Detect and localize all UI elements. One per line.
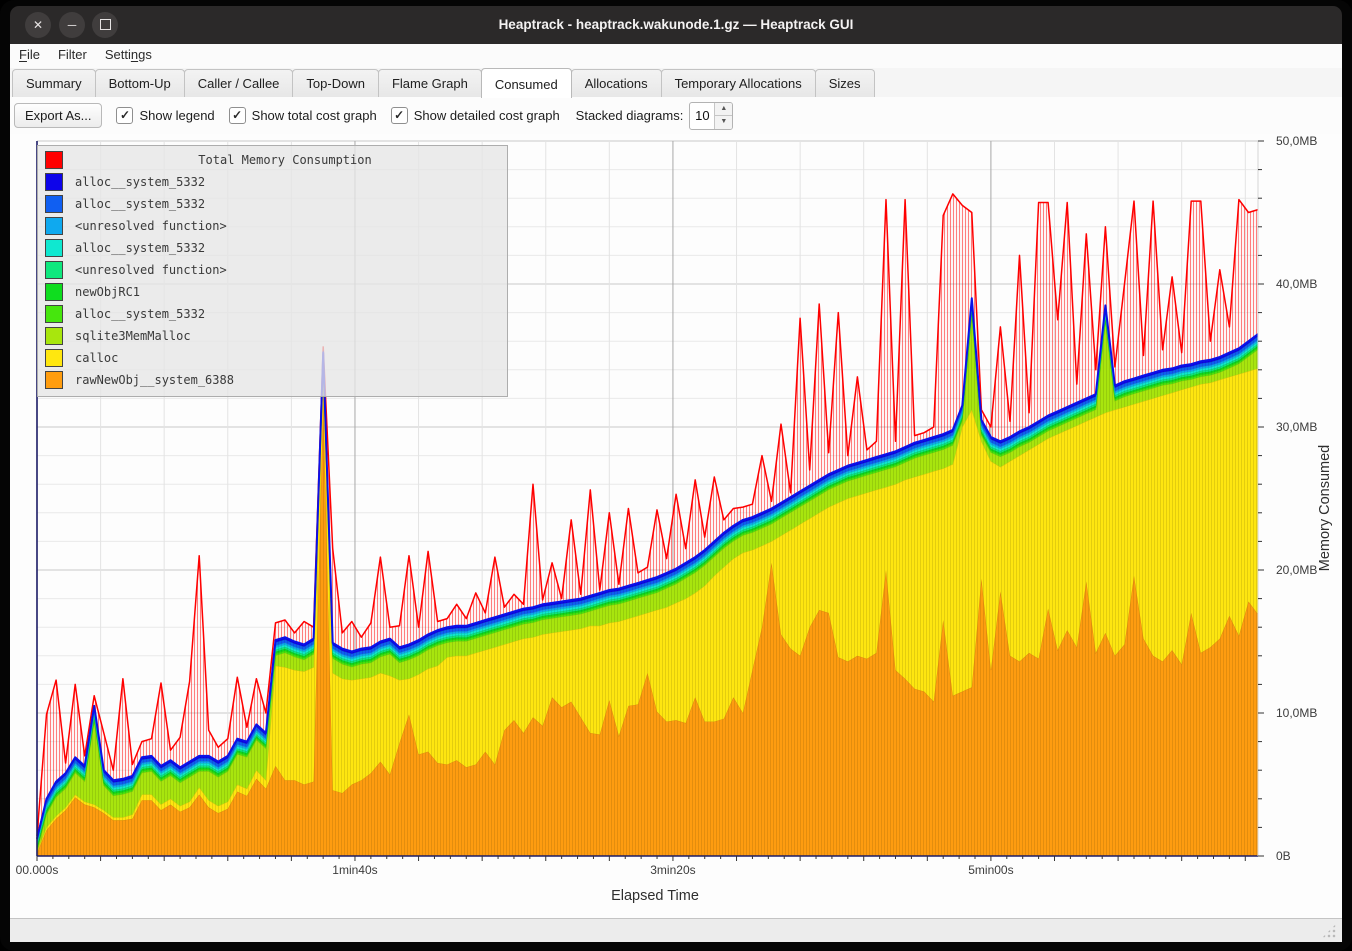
- spin-up-icon[interactable]: ▲: [720, 104, 728, 112]
- resize-grip-icon[interactable]: [1322, 924, 1336, 938]
- legend-label: alloc__system_5332: [75, 197, 206, 211]
- legend-label: rawNewObj__system_6388: [75, 373, 234, 387]
- legend-item-rawnewobj-system-6388[interactable]: rawNewObj__system_6388: [38, 369, 507, 391]
- legend-swatch: [45, 327, 63, 345]
- checkbox-show-total-cost-graph[interactable]: ✓ Show total cost graph: [228, 107, 377, 124]
- memory-consumption-plot[interactable]: [36, 140, 1276, 871]
- stacked-diagrams-label: Stacked diagrams:: [575, 108, 684, 123]
- legend-title-row[interactable]: Total Memory Consumption: [38, 149, 507, 171]
- stacked-diagrams-stepper[interactable]: 10 ▲ ▼: [689, 101, 734, 130]
- legend-label: sqlite3MemMalloc: [75, 329, 191, 343]
- chart-legend: Total Memory Consumption alloc__system_53…: [37, 145, 508, 397]
- legend-swatch: [45, 239, 63, 257]
- tab-bar: Summary Bottom-Up Caller / Callee Top-Down F…: [10, 68, 1342, 98]
- checkbox-mark-show-total-cost-graph[interactable]: ✓: [228, 107, 246, 124]
- legend-swatch: [45, 261, 63, 279]
- y-tick-label: 30,0MB: [1276, 420, 1318, 434]
- toolbar: Export As... ✓ Show legend ✓ Show total cos…: [10, 97, 1342, 134]
- checkbox-mark-show-detailed-cost-graph[interactable]: ✓: [390, 107, 408, 124]
- x-tick-label: 1min40s: [332, 863, 378, 877]
- legend-item-alloc-system-5332[interactable]: alloc__system_5332: [38, 193, 507, 215]
- legend-item-newobjrc1[interactable]: newObjRC1: [38, 281, 507, 303]
- tab-bottom-up[interactable]: Bottom-Up: [94, 69, 185, 97]
- tab-top-down[interactable]: Top-Down: [292, 69, 379, 97]
- checkbox-show-legend[interactable]: ✓ Show legend: [116, 107, 215, 124]
- x-axis-title: Elapsed Time: [611, 888, 699, 904]
- tab-flame-graph[interactable]: Flame Graph: [377, 69, 482, 97]
- title-bar: ✕ ─ Heaptrack - heaptrack.wakunode.1.gz …: [10, 6, 1342, 44]
- checkbox-label: Show detailed cost graph: [413, 108, 560, 123]
- legend-label: <unresolved function>: [75, 263, 227, 277]
- y-tick-label: 10,0MB: [1276, 706, 1318, 720]
- legend-label: Total Memory Consumption: [198, 153, 372, 167]
- menu-bar: File Filter Settings: [10, 44, 1342, 69]
- checkbox-label: Show legend: [139, 108, 215, 123]
- legend-label: alloc__system_5332: [75, 307, 206, 321]
- legend-item-alloc-system-5332[interactable]: alloc__system_5332: [38, 171, 507, 193]
- tab-consumed[interactable]: Consumed: [480, 68, 572, 98]
- y-axis-title: Memory Consumed: [1317, 444, 1333, 572]
- spin-down-icon[interactable]: ▼: [715, 115, 733, 129]
- y-tick-label: 50,0MB: [1276, 134, 1318, 148]
- legend-label: alloc__system_5332: [75, 241, 206, 255]
- y-tick-label: 40,0MB: [1276, 277, 1318, 291]
- checkbox-mark-show-legend[interactable]: ✓: [116, 107, 134, 124]
- legend-label: <unresolved function>: [75, 219, 227, 233]
- status-bar: [10, 918, 1342, 942]
- tab-strip: Summary Bottom-Up Caller / Callee Top-Down F…: [12, 68, 875, 98]
- legend-label: calloc: [75, 351, 119, 365]
- legend-swatch: [45, 349, 63, 367]
- x-tick-label: 5min00s: [968, 863, 1014, 877]
- legend-swatch: [45, 151, 63, 169]
- window-title: Heaptrack - heaptrack.wakunode.1.gz — He…: [498, 17, 854, 32]
- checkbox-show-detailed-cost-graph[interactable]: ✓ Show detailed cost graph: [390, 107, 560, 124]
- y-tick-label: 0B: [1276, 849, 1291, 863]
- checkbox-label: Show total cost graph: [251, 108, 377, 123]
- menu-filter[interactable]: Filter: [57, 47, 87, 62]
- tab-summary[interactable]: Summary: [12, 69, 96, 97]
- close-icon[interactable]: ✕: [25, 12, 51, 38]
- legend-swatch: [45, 283, 63, 301]
- legend-swatch: [45, 173, 63, 191]
- checkbox-group: ✓ Show legend ✓ Show total cost graph ✓ Show …: [102, 107, 560, 124]
- legend-label: alloc__system_5332: [75, 175, 206, 189]
- legend-item-unresolved-function[interactable]: <unresolved function>: [38, 215, 507, 237]
- menu-settings[interactable]: Settings: [104, 47, 152, 62]
- stacked-diagrams-value[interactable]: 10: [695, 107, 710, 123]
- legend-item-calloc[interactable]: calloc: [38, 347, 507, 369]
- y-tick-label: 20,0MB: [1276, 563, 1318, 577]
- legend-item-alloc-system-5332[interactable]: alloc__system_5332: [38, 237, 507, 259]
- legend-swatch: [45, 195, 63, 213]
- tab-allocations[interactable]: Allocations: [570, 69, 662, 97]
- consumed-chart: Total Memory Consumption alloc__system_53…: [10, 134, 1342, 918]
- x-tick-label: 3min20s: [650, 863, 696, 877]
- legend-item-sqlite3memmalloc[interactable]: sqlite3MemMalloc: [38, 325, 507, 347]
- legend-swatch: [45, 217, 63, 235]
- legend-item-alloc-system-5332[interactable]: alloc__system_5332: [38, 303, 507, 325]
- menu-file[interactable]: File: [19, 47, 40, 62]
- legend-swatch: [45, 371, 63, 389]
- legend-item-unresolved-function[interactable]: <unresolved function>: [38, 259, 507, 281]
- legend-label: newObjRC1: [75, 285, 141, 299]
- legend-swatch: [45, 305, 63, 323]
- tab-caller-callee[interactable]: Caller / Callee: [183, 69, 294, 97]
- tab-sizes[interactable]: Sizes: [814, 69, 875, 97]
- minimize-icon[interactable]: ─: [59, 12, 85, 38]
- x-tick-label: 00.000s: [15, 863, 59, 877]
- export-as-button[interactable]: Export As...: [14, 103, 103, 128]
- tab-temporary-allocations[interactable]: Temporary Allocations: [660, 69, 816, 97]
- maximize-icon[interactable]: [92, 12, 118, 38]
